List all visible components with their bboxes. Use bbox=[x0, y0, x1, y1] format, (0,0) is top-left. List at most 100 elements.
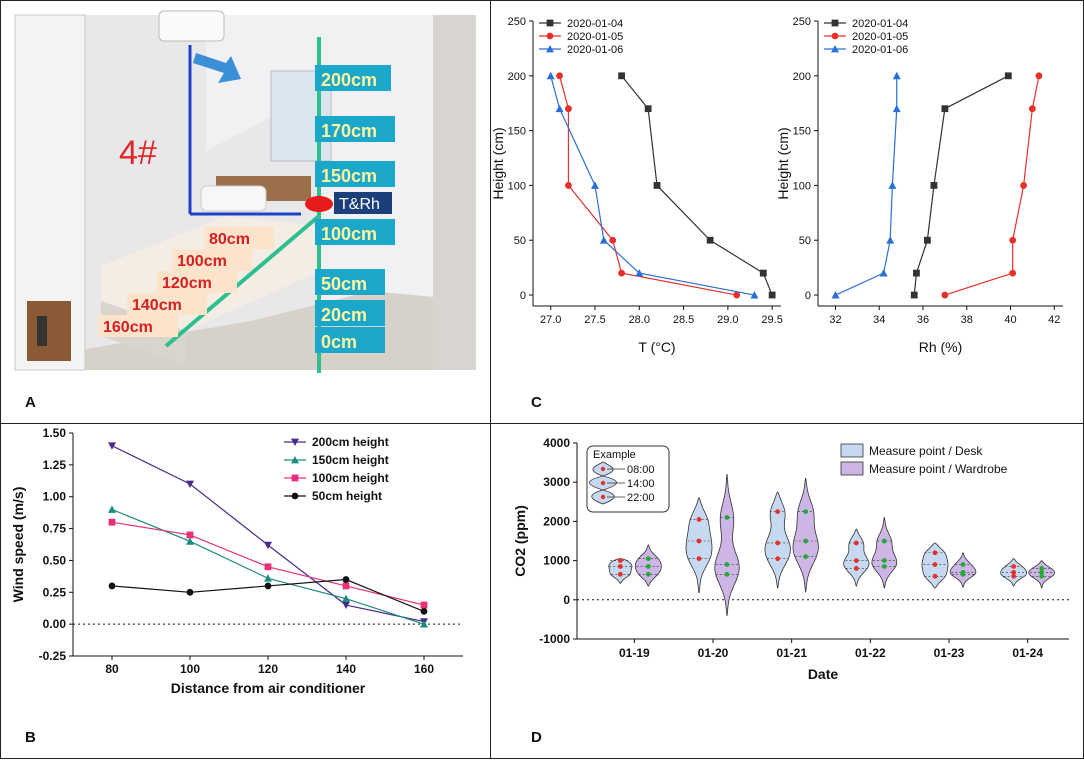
legend-label-100cm-height: 100cm height bbox=[312, 471, 389, 485]
2020-01-04-point bbox=[930, 182, 938, 189]
2020-01-05-point bbox=[941, 291, 949, 299]
door-wood-panel bbox=[27, 301, 71, 361]
legend-marker-2020-01-06 bbox=[831, 45, 839, 53]
wind-y-tick-label: 0.00 bbox=[43, 617, 67, 631]
measure-point-wardrobe-01-21-violin bbox=[792, 477, 819, 593]
2020-01-05-point bbox=[733, 291, 741, 299]
measure-point-desk-01-21-point bbox=[775, 540, 781, 546]
measure-point-desk-01-20-violin bbox=[685, 497, 713, 594]
svg-text:50cm: 50cm bbox=[321, 274, 367, 294]
2020-01-04-point bbox=[653, 182, 661, 189]
co2-x-tick-label: 01-23 bbox=[934, 646, 965, 660]
2020-01-04-point bbox=[706, 236, 714, 244]
200cm-height-point bbox=[108, 442, 116, 450]
temperature-y-tick-label: 150 bbox=[508, 126, 526, 138]
2020-01-05-point bbox=[1009, 269, 1017, 277]
wind-x-tick-label: 140 bbox=[336, 662, 356, 676]
2020-01-04-point bbox=[923, 236, 931, 244]
co2-y-tick-label: 0 bbox=[563, 593, 570, 607]
2020-01-05-line bbox=[944, 75, 1040, 296]
measure-point-wardrobe-01-21-point bbox=[803, 538, 809, 544]
co2-x-tick-label: 01-20 bbox=[698, 646, 729, 660]
50cm-height-point bbox=[264, 582, 272, 590]
wind-y-tick-label: 1.00 bbox=[43, 490, 67, 504]
150cm-height-point bbox=[186, 537, 194, 545]
co2-x-tick-label: 01-24 bbox=[1012, 646, 1043, 660]
height-label-50: 50cm bbox=[315, 269, 385, 295]
2020-01-04-point bbox=[913, 269, 920, 277]
co2-x-axis-label: Date bbox=[808, 666, 839, 682]
measure-point-wardrobe-01-20-point bbox=[724, 562, 730, 567]
co2-violin-chart: D -1000 0 1000 2000 3000 4000 01-19 01-20 01-21 0… bbox=[512, 436, 1069, 746]
measure-point-desk-01-23-point bbox=[932, 562, 938, 567]
measure-point-wardrobe-01-24-point bbox=[1039, 566, 1045, 571]
distance-label-160: 160cm bbox=[98, 315, 178, 337]
legend-marker-150cm-height bbox=[291, 456, 299, 464]
panel-a: 4# 200cm 170cm 150cm 100cm 50cm 20cm 0cm… bbox=[0, 0, 491, 424]
cabinet bbox=[433, 15, 476, 370]
co2-y-tick-label: -1000 bbox=[539, 632, 570, 646]
legend-label-2020-01-05: 2020-01-05 bbox=[567, 31, 623, 43]
legend-marker-2020-01-04 bbox=[831, 19, 839, 27]
2020-01-06-point bbox=[635, 269, 644, 277]
150cm-height-point bbox=[420, 620, 428, 628]
example-time-label: 22:00 bbox=[627, 492, 655, 504]
measure-point-desk-01-19-point bbox=[617, 564, 623, 569]
example-point bbox=[600, 466, 606, 472]
humidity-y-tick-label: 250 bbox=[793, 16, 811, 28]
distance-label-80: 80cm bbox=[204, 227, 274, 249]
temperature-y-tick-label: 0 bbox=[520, 290, 526, 302]
measure-point-desk-01-20-point bbox=[696, 538, 702, 544]
legend-label-150cm-height: 150cm height bbox=[312, 453, 389, 467]
2020-01-05-point bbox=[1009, 236, 1017, 244]
svg-text:140cm: 140cm bbox=[132, 297, 182, 314]
2020-01-04-point bbox=[941, 105, 949, 113]
measure-point-desk-01-22-point bbox=[853, 558, 859, 563]
legend-label-2020-01-04: 2020-01-04 bbox=[852, 18, 908, 30]
temperature-y-axis-label: Height (cm) bbox=[491, 127, 506, 199]
measure-point-wardrobe-01-19-point bbox=[645, 564, 651, 569]
panel-d-label: D bbox=[531, 729, 542, 746]
humidity-x-tick-label: 32 bbox=[829, 314, 841, 326]
humidity-y-tick-label: 150 bbox=[793, 126, 811, 138]
100cm-height-point bbox=[264, 563, 272, 571]
measure-point-wardrobe-01-21-point bbox=[803, 554, 809, 560]
legend-label-2020-01-06: 2020-01-06 bbox=[567, 44, 623, 56]
airflow-arrow bbox=[193, 53, 241, 83]
wind-y-tick-label: 0.50 bbox=[43, 553, 67, 567]
legend-marker-200cm-height bbox=[291, 438, 299, 446]
2020-01-06-line bbox=[550, 75, 755, 296]
distance-label-100: 100cm bbox=[172, 249, 252, 271]
co2-y-tick-label: 1000 bbox=[543, 554, 570, 568]
svg-text:100cm: 100cm bbox=[177, 253, 227, 270]
distance-label-140: 140cm bbox=[127, 293, 207, 315]
2020-01-04-point bbox=[910, 291, 918, 299]
wind-x-tick-label: 80 bbox=[105, 662, 119, 676]
svg-text:100cm: 100cm bbox=[321, 224, 377, 244]
2020-01-06-line bbox=[835, 75, 898, 296]
height-label-150: 150cm bbox=[315, 161, 395, 187]
legend-marker-2020-01-06 bbox=[546, 45, 554, 53]
svg-text:20cm: 20cm bbox=[321, 305, 367, 325]
profile-charts: C 0 50 100 150 200 250 27.0 27.5 28.0 28.5 29.0 29.… bbox=[490, 16, 1063, 411]
example-point bbox=[600, 480, 606, 486]
measure-point-desk-01-22-violin bbox=[843, 528, 870, 587]
panel-a-label: A bbox=[25, 394, 36, 411]
measure-point-wardrobe-01-23-point bbox=[960, 562, 966, 567]
wind-y-axis-label: Wind speed (m/s) bbox=[10, 487, 26, 603]
2020-01-04-line bbox=[913, 75, 1009, 296]
humidity-y-axis-label: Height (cm) bbox=[775, 127, 791, 199]
measure-point-wardrobe-01-22-violin bbox=[871, 517, 898, 589]
svg-text:200cm: 200cm bbox=[321, 70, 377, 90]
measure-point-desk-01-21-point bbox=[775, 556, 781, 562]
wind-speed-chart: B -0.25 0.00 0.25 0.50 0.75 1.00 1.25 1.50 80 100… bbox=[10, 426, 463, 746]
temperature-chart: 0 50 100 150 200 250 27.0 27.5 28.0 28.5 29.0 29.5 T… bbox=[490, 16, 783, 355]
wind-x-tick-label: 100 bbox=[180, 662, 200, 676]
measure-point-desk-01-21-point bbox=[775, 509, 781, 514]
measure-point-desk-01-19-point bbox=[617, 571, 623, 577]
measure-point-wardrobe-01-20-point bbox=[724, 571, 730, 577]
height-label-200: 200cm bbox=[315, 65, 391, 91]
panel-b: B -0.25 0.00 0.25 0.50 0.75 1.00 1.25 1.50 80 100… bbox=[0, 423, 491, 759]
legend-marker-2020-01-04 bbox=[546, 19, 554, 27]
distance-line bbox=[164, 214, 321, 348]
